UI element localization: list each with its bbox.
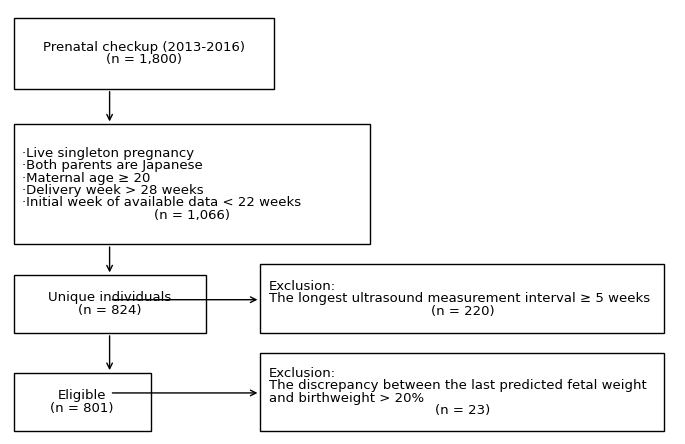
Text: (n = 23): (n = 23) (435, 404, 490, 417)
Text: (n = 824): (n = 824) (78, 304, 141, 317)
Text: Eligible: Eligible (58, 389, 106, 402)
Text: ·Live singleton pregnancy: ·Live singleton pregnancy (22, 147, 194, 160)
Text: ·Both parents are Japanese: ·Both parents are Japanese (22, 159, 203, 172)
FancyBboxPatch shape (260, 353, 664, 431)
FancyBboxPatch shape (14, 18, 274, 89)
FancyBboxPatch shape (260, 264, 664, 333)
Text: The discrepancy between the last predicted fetal weight: The discrepancy between the last predict… (269, 379, 646, 392)
Text: ·Maternal age ≥ 20: ·Maternal age ≥ 20 (22, 171, 150, 185)
FancyBboxPatch shape (14, 124, 370, 244)
Text: (n = 801): (n = 801) (51, 401, 114, 415)
Text: Unique individuals: Unique individuals (48, 291, 171, 305)
Text: (n = 220): (n = 220) (431, 305, 494, 317)
Text: (n = 1,066): (n = 1,066) (154, 209, 229, 222)
Text: (n = 1,800): (n = 1,800) (106, 53, 182, 66)
Text: ·Initial week of available data < 22 weeks: ·Initial week of available data < 22 wee… (22, 196, 301, 210)
FancyBboxPatch shape (14, 275, 205, 333)
Text: ·Delivery week > 28 weeks: ·Delivery week > 28 weeks (22, 184, 203, 197)
Text: Exclusion:: Exclusion: (269, 367, 336, 380)
Text: Prenatal checkup (2013-2016): Prenatal checkup (2013-2016) (43, 40, 245, 54)
Text: and birthweight > 20%: and birthweight > 20% (269, 392, 423, 404)
Text: Exclusion:: Exclusion: (269, 280, 336, 293)
FancyBboxPatch shape (14, 373, 151, 431)
Text: The longest ultrasound measurement interval ≥ 5 weeks: The longest ultrasound measurement inter… (269, 292, 649, 305)
